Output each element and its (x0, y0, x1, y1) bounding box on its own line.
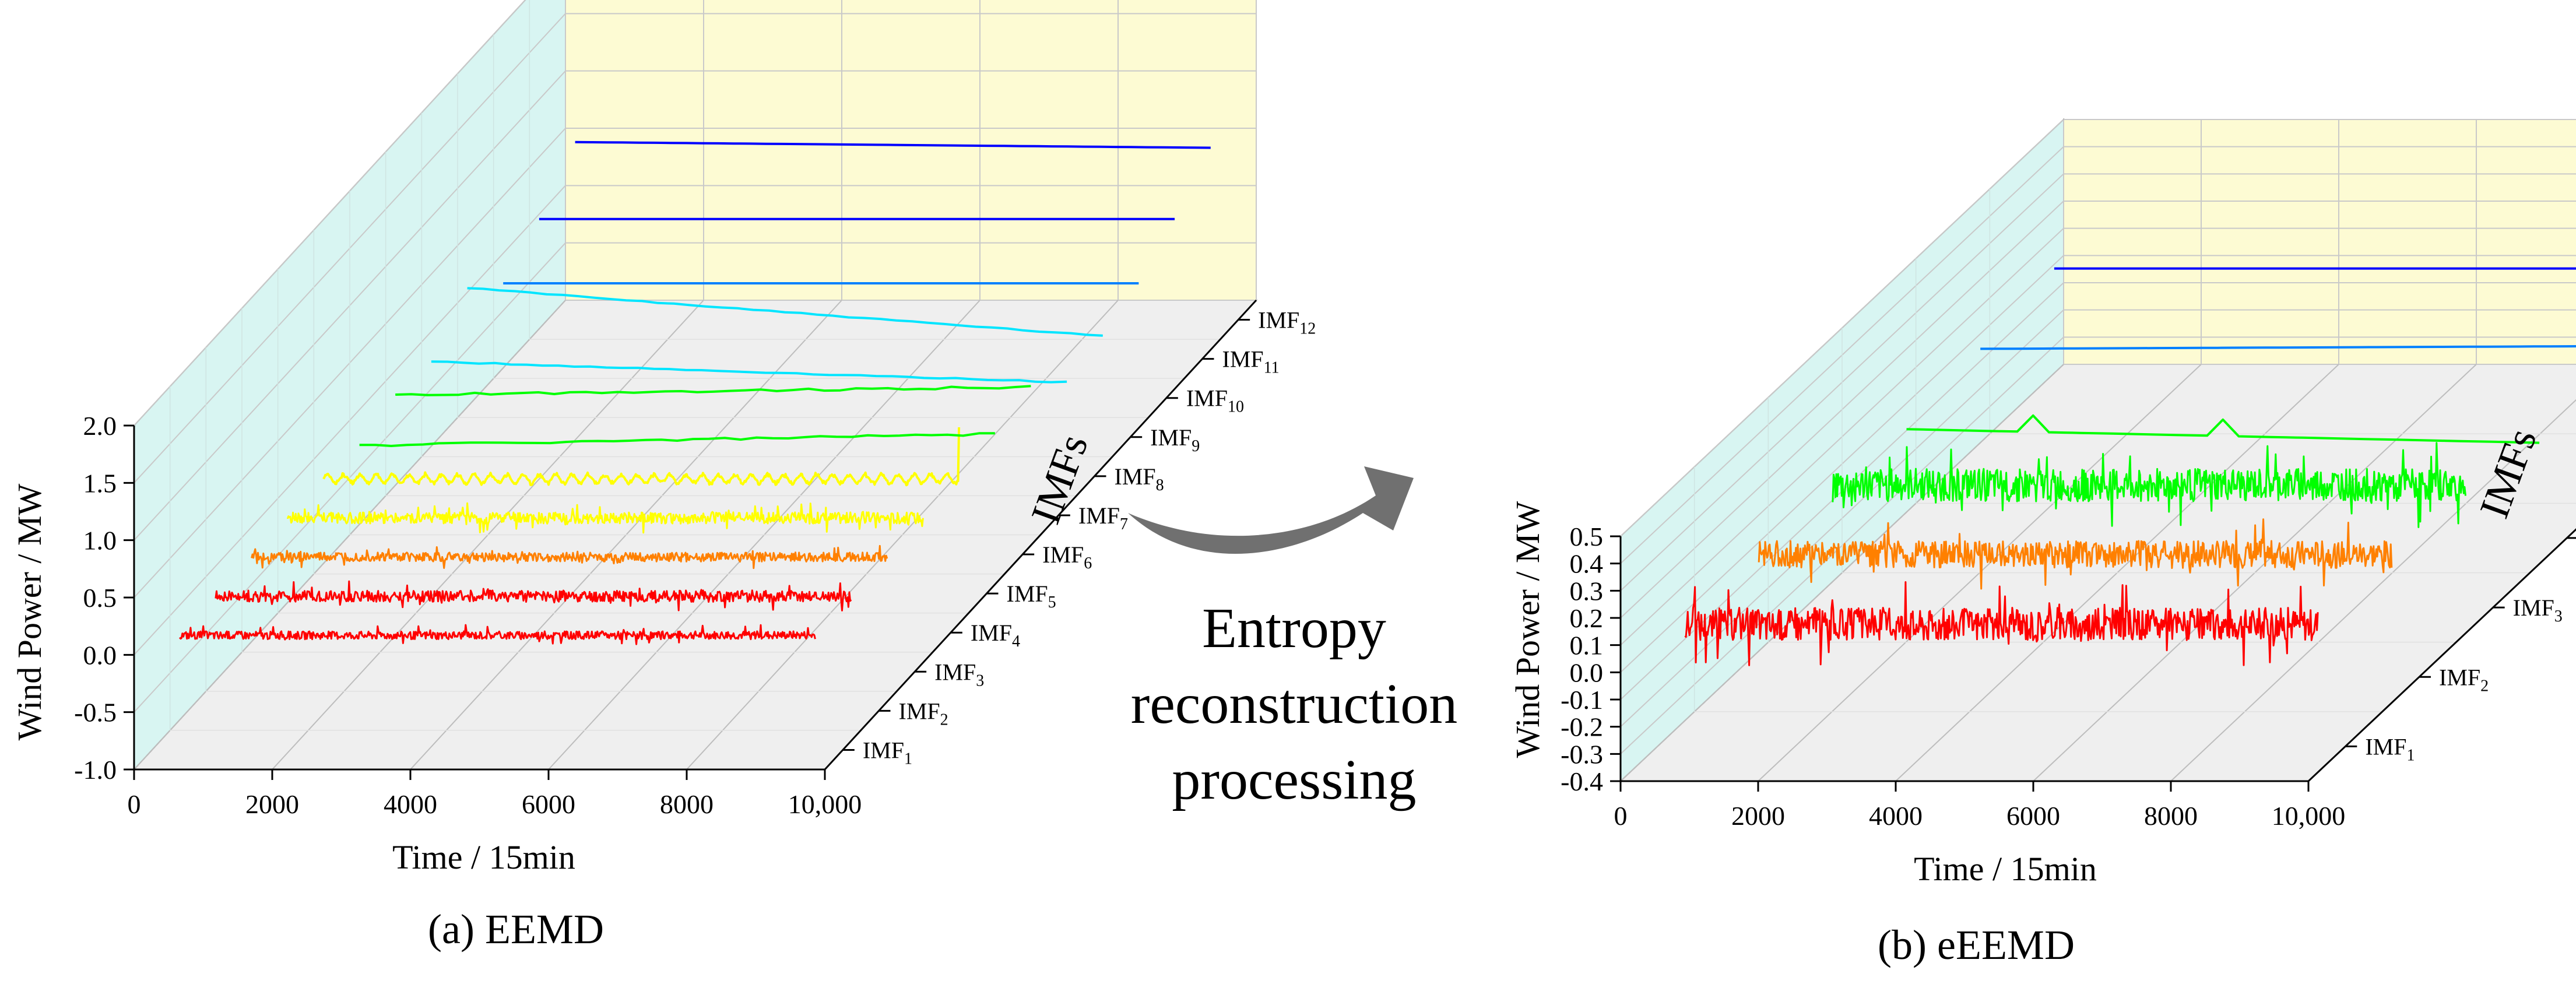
series-line-imf-4 (286, 502, 924, 534)
x-tick-label: 4000 (1869, 801, 1923, 831)
y-axis-label: Wind Power / MW (1509, 501, 1547, 758)
y-tick-label: -0.4 (1561, 767, 1603, 796)
x-tick-label: 6000 (2006, 801, 2060, 831)
y-tick-label: 0.1 (1570, 631, 1604, 660)
y-tick-label: -0.2 (1561, 712, 1603, 742)
series-line-imf-3 (251, 544, 888, 570)
x-tick-label: 0 (1614, 801, 1628, 831)
x-tick-label: 2000 (1731, 801, 1785, 831)
y-axis-label: Wind Power / MW (10, 483, 48, 740)
series-line-imf-1 (1684, 581, 2319, 666)
series-line-imf-5 (322, 427, 961, 487)
series-line-imf-12 (575, 140, 1211, 149)
x-axis-label: Time / 15min (392, 838, 575, 876)
series-line-imf-2 (1758, 518, 2393, 590)
y-tick-label: 0.5 (83, 583, 117, 613)
back-walls (1619, 118, 2576, 783)
process-arrow: Entropy reconstruction processing (1128, 466, 1457, 811)
y-tick-label: 0.5 (1570, 522, 1604, 551)
series-line-imf-4 (1906, 414, 2540, 444)
series-line-imf-5 (1980, 345, 2576, 350)
y-tick-label: 1.0 (83, 526, 117, 556)
series-line-imf-8 (431, 360, 1067, 384)
z-tick-label: IMF4 (971, 620, 1020, 651)
z-tick-label: IMF1 (863, 737, 912, 768)
x-tick-label: 0 (128, 789, 141, 819)
series-line-imf-1 (179, 624, 816, 645)
back-wall (2063, 119, 2576, 365)
z-tick-label: IMF8 (1115, 463, 1164, 494)
z-tick-label: IMF3 (2513, 595, 2563, 625)
x-tick-label: 10,000 (788, 789, 862, 819)
z-tick-label: IMF2 (2439, 664, 2489, 695)
y-tick-label: -0.5 (74, 698, 117, 728)
z-axis-line (2307, 528, 2576, 782)
x-tick-label: 8000 (660, 789, 714, 819)
curved-arrow-icon (1128, 466, 1414, 554)
x-tick-label: 2000 (245, 789, 299, 819)
caption-eeemd: (b) eEEMD (1878, 922, 2075, 968)
back-wall (565, 0, 1257, 301)
y-tick-label: 1.5 (83, 468, 117, 498)
y-tick-label: -0.1 (1561, 685, 1603, 715)
x-tick-label: 8000 (2144, 801, 2198, 831)
y-tick-label: -1.0 (74, 755, 117, 785)
y-tick-label: 0.3 (1570, 576, 1604, 606)
z-axis-line (824, 299, 1257, 771)
series-line-imf-7 (395, 385, 1031, 396)
series-line-imf-3 (1832, 442, 2466, 528)
z-tick-label: IMF5 (1007, 581, 1056, 612)
panel-eeemd: 0 2000 4000 6000 8000 10,000-0.4-0.3-0.2-0.10… (1509, 118, 2576, 968)
series-line-imf-6 (359, 432, 995, 447)
z-tick-label: IMF6 (1042, 542, 1092, 572)
z-tick-label: IMF7 (1078, 502, 1128, 533)
arrow-caption-line-2: reconstruction (1131, 673, 1458, 736)
z-tick-label: IMF9 (1150, 424, 1200, 455)
x-tick-label: 10,000 (2272, 801, 2346, 831)
y-tick-label: 0.0 (83, 640, 117, 670)
panel-eemd: 0 2000 4000 6000 8000 10,000 -1.0 -0.5 0.0 0.5 1.0… (10, 0, 1316, 953)
y-tick-label: 0.2 (1570, 603, 1604, 633)
z-tick-label: IMF11 (1222, 346, 1280, 377)
arrow-caption-line-1: Entropy (1202, 597, 1386, 660)
grid-lines (133, 0, 1257, 770)
x-axis-label: Time / 15min (1914, 850, 2097, 888)
series-group (1684, 267, 2576, 666)
y-tick-label: -0.3 (1561, 739, 1603, 769)
series-group (179, 140, 1211, 645)
x-tick-label: 4000 (384, 789, 437, 819)
z-tick-label: IMF12 (1258, 307, 1316, 338)
y-tick-label: 0.0 (1570, 658, 1604, 687)
caption-eemd: (a) EEMD (428, 906, 604, 953)
series-line-imf-2 (215, 580, 852, 612)
x-tick-label: 6000 (522, 789, 575, 819)
z-tick-label: IMF1 (2365, 733, 2415, 764)
series-line-imf-9 (467, 287, 1103, 337)
y-tick-label: 2.0 (83, 411, 117, 441)
z-tick-label: IMF3 (934, 659, 984, 690)
arrow-caption-line-3: processing (1172, 748, 1416, 811)
axes-group: 0 2000 4000 6000 8000 10,000-0.4-0.3-0.2-0.10… (1561, 522, 2576, 831)
z-tick-label: IMF2 (899, 698, 948, 729)
y-tick-label: 0.4 (1570, 549, 1604, 579)
z-tick-label: IMF10 (1186, 385, 1244, 416)
back-walls (132, 0, 1258, 771)
